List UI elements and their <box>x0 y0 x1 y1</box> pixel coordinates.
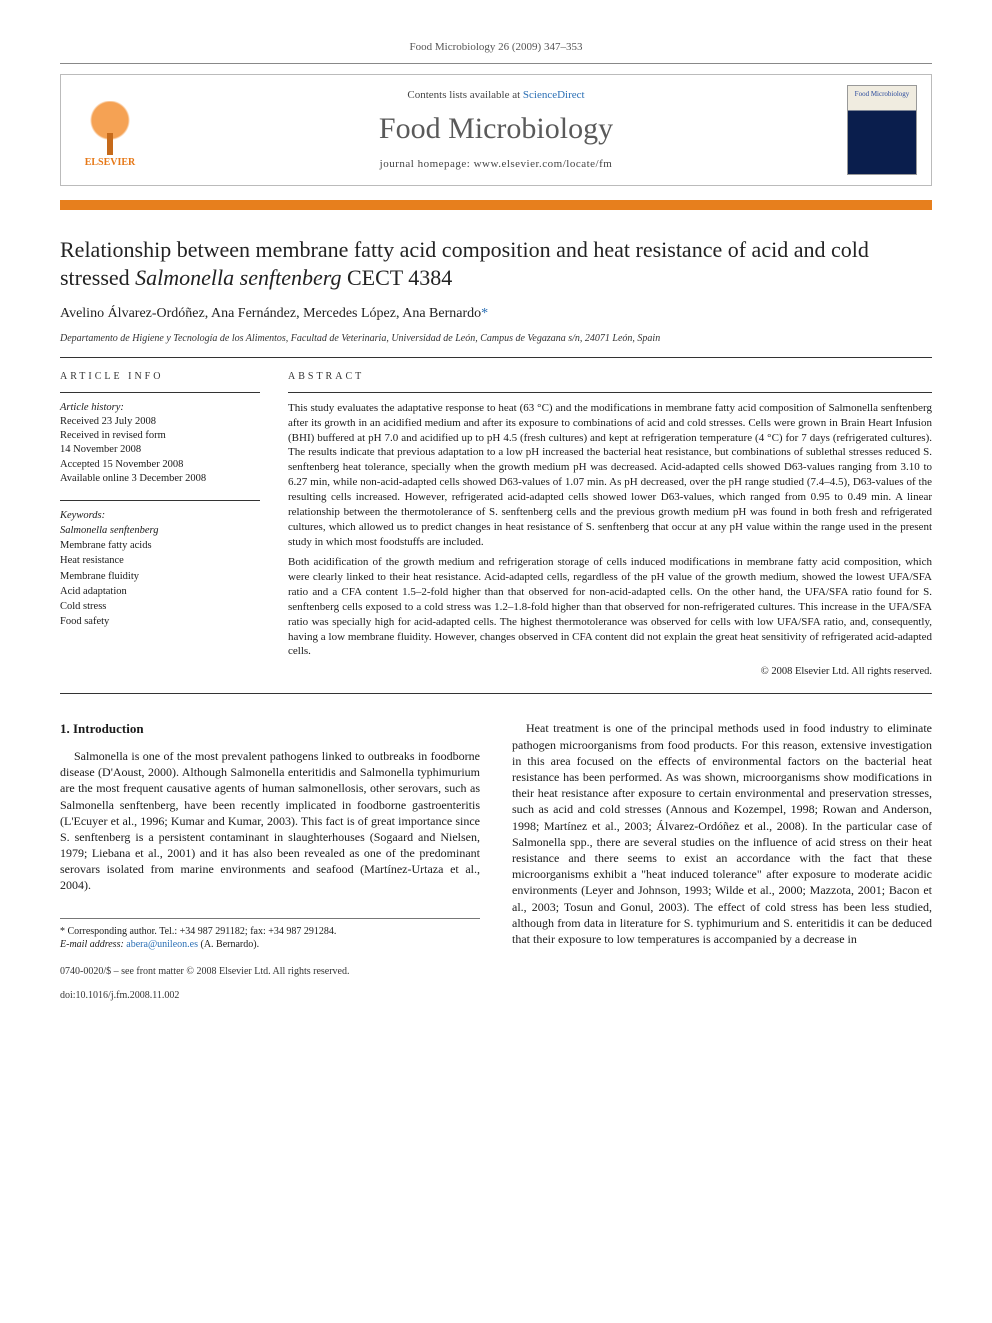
masthead-center: Contents lists available at ScienceDirec… <box>159 88 833 172</box>
sciencedirect-link[interactable]: ScienceDirect <box>523 89 585 101</box>
publisher-name: ELSEVIER <box>85 156 136 170</box>
abstract-paragraph-1: This study evaluates the adaptative resp… <box>288 401 932 549</box>
keyword-item: Acid adaptation <box>60 585 260 599</box>
intro-paragraph-left: Salmonella is one of the most prevalent … <box>60 748 480 894</box>
homepage-label: journal homepage: <box>380 158 474 170</box>
keyword-item: Heat resistance <box>60 554 260 568</box>
title-post: CECT 4384 <box>341 265 452 290</box>
contents-line: Contents lists available at ScienceDirec… <box>159 88 833 103</box>
top-rule <box>60 63 932 64</box>
article-info-sidebar: ARTICLE INFO Article history: Received 2… <box>60 370 260 679</box>
keyword-item: Cold stress <box>60 600 260 614</box>
keyword-item: Membrane fatty acids <box>60 539 260 553</box>
keywords-block: Keywords: Salmonella senftenberg Membran… <box>60 509 260 629</box>
keyword-item: Salmonella senftenberg <box>60 524 260 538</box>
article-info-heading: ARTICLE INFO <box>60 370 260 384</box>
authors-names: Avelino Álvarez-Ordóñez, Ana Fernández, … <box>60 306 481 321</box>
info-abstract-row: ARTICLE INFO Article history: Received 2… <box>60 370 932 679</box>
history-received: Received 23 July 2008 <box>60 415 260 429</box>
keyword-item: Membrane fluidity <box>60 570 260 584</box>
elsevier-tree-icon <box>85 101 135 156</box>
footnote-email-who: (A. Bernardo). <box>198 939 259 950</box>
keyword-item: Food safety <box>60 615 260 629</box>
abstract-heading: ABSTRACT <box>288 370 932 384</box>
journal-name: Food Microbiology <box>159 109 833 150</box>
masthead: ELSEVIER Contents lists available at Sci… <box>60 74 932 186</box>
authors-line: Avelino Álvarez-Ordóñez, Ana Fernández, … <box>60 305 932 324</box>
rule-below-abstract <box>60 693 932 694</box>
body-col-left: 1. Introduction Salmonella is one of the… <box>60 720 480 955</box>
article-history: Article history: Received 23 July 2008 R… <box>60 401 260 486</box>
contents-prefix: Contents lists available at <box>407 89 522 101</box>
homepage-url[interactable]: www.elsevier.com/locate/fm <box>474 158 613 170</box>
affiliation: Departamento de Higiene y Tecnología de … <box>60 332 932 346</box>
abstract-paragraph-2: Both acidification of the growth medium … <box>288 555 932 659</box>
journal-homepage: journal homepage: www.elsevier.com/locat… <box>159 157 833 172</box>
footer-issn-line: 0740-0020/$ – see front matter © 2008 El… <box>60 965 932 979</box>
footer-doi-line: doi:10.1016/j.fm.2008.11.002 <box>60 989 932 1003</box>
corresponding-mark[interactable]: * <box>481 306 488 321</box>
title-species: Salmonella senftenberg <box>135 265 341 290</box>
history-revised-date: 14 November 2008 <box>60 443 260 457</box>
abstract-copyright: © 2008 Elsevier Ltd. All rights reserved… <box>288 665 932 679</box>
intro-paragraph-right: Heat treatment is one of the principal m… <box>512 720 932 947</box>
footnote-email-link[interactable]: abera@unileon.es <box>126 939 198 950</box>
rule-abstract <box>288 392 932 393</box>
footnote-corresponding: * Corresponding author. Tel.: +34 987 29… <box>60 925 480 939</box>
body-two-column: 1. Introduction Salmonella is one of the… <box>60 720 932 955</box>
rule-above-abstract <box>60 357 932 358</box>
history-revised: Received in revised form <box>60 429 260 443</box>
history-online: Available online 3 December 2008 <box>60 472 260 486</box>
article-title: Relationship between membrane fatty acid… <box>60 236 932 293</box>
abstract-column: ABSTRACT This study evaluates the adapta… <box>288 370 932 679</box>
rule-info <box>60 392 260 393</box>
section-heading-intro: 1. Introduction <box>60 720 480 738</box>
footnotes: * Corresponding author. Tel.: +34 987 29… <box>60 918 480 952</box>
keywords-label: Keywords: <box>60 509 260 523</box>
footnote-email-line: E-mail address: abera@unileon.es (A. Ber… <box>60 938 480 952</box>
running-head: Food Microbiology 26 (2009) 347–353 <box>60 40 932 55</box>
rule-kw <box>60 500 260 501</box>
journal-cover-thumb[interactable]: Food Microbiology <box>847 85 917 175</box>
body-col-right: Heat treatment is one of the principal m… <box>512 720 932 955</box>
history-accepted: Accepted 15 November 2008 <box>60 458 260 472</box>
orange-accent-bar <box>60 200 932 210</box>
history-label: Article history: <box>60 401 260 415</box>
footnote-email-label: E-mail address: <box>60 939 126 950</box>
publisher-logo[interactable]: ELSEVIER <box>75 90 145 170</box>
